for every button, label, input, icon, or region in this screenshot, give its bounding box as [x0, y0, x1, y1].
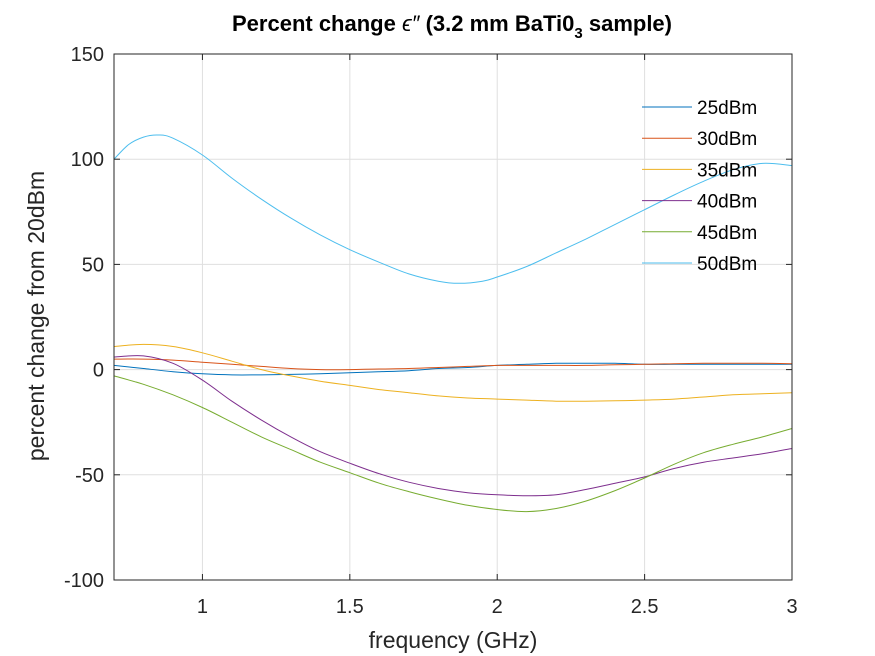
legend-label: 50dBm	[697, 254, 757, 275]
x-tick-label: 1	[197, 596, 208, 618]
x-tick-label: 2	[492, 596, 503, 618]
tick-labels: 1 1.5 2 2.5 3 -100 -50 0 50 100 150	[64, 44, 798, 618]
series-line-45dBm	[113, 375, 793, 513]
y-tick-label: 100	[71, 149, 104, 171]
x-tick-label: 3	[786, 596, 797, 618]
y-tick-label: 50	[82, 254, 104, 276]
y-tick-label: -50	[75, 465, 104, 487]
axes-box	[113, 53, 793, 581]
y-tick-label: 150	[71, 44, 104, 66]
series-line-30dBm	[113, 358, 793, 371]
y-tick-label: 0	[93, 360, 104, 382]
series-line-50dBm	[113, 134, 793, 284]
axis-ticks	[114, 53, 793, 581]
legend-label: 30dBm	[697, 129, 757, 150]
legend-label: 40dBm	[697, 192, 757, 213]
series-line-35dBm	[113, 343, 793, 402]
legend: 25dBm 30dBm 35dBm 40dBm 45dBm 50dBm	[642, 98, 757, 275]
x-axis-label: frequency (GHz)	[369, 627, 538, 653]
legend-label: 35dBm	[697, 160, 757, 181]
x-tick-label: 2.5	[631, 596, 659, 618]
legend-label: 45dBm	[697, 223, 757, 244]
plot-area	[114, 54, 792, 580]
series-layer	[113, 134, 793, 513]
chart-title: Percent change ϵ″ (3.2 mm BaTi03 sample)	[232, 11, 672, 42]
legend-label: 25dBm	[697, 98, 757, 119]
y-axis-label: percent change from 20dBm	[23, 171, 49, 461]
x-tick-label: 1.5	[336, 596, 364, 618]
y-tick-label: -100	[64, 570, 104, 592]
series-line-25dBm	[113, 362, 792, 376]
series-line-40dBm	[113, 355, 793, 497]
